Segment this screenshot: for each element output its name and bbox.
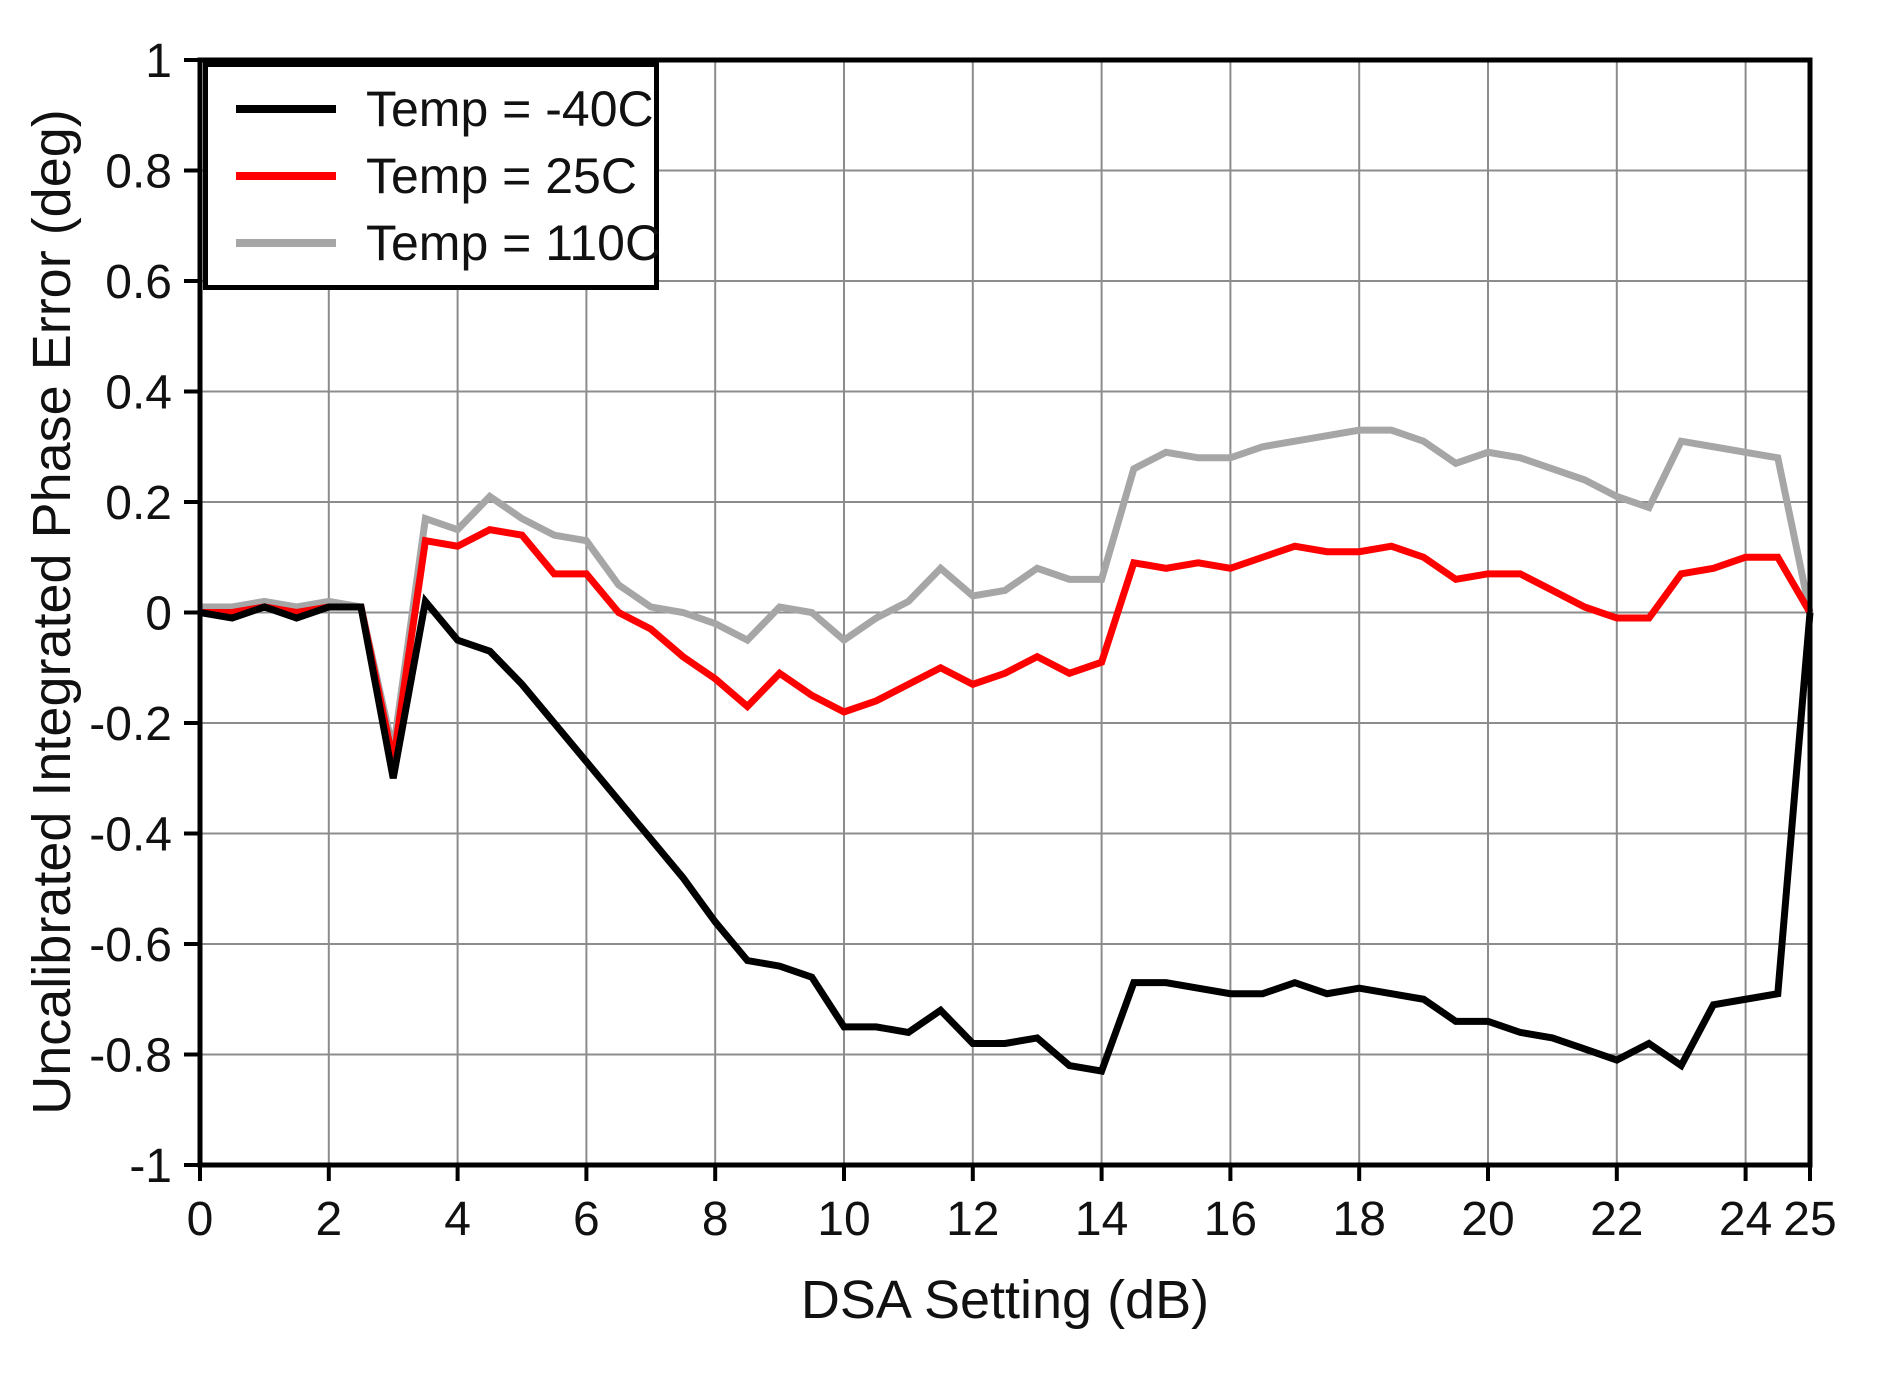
legend-item: Temp = 110C (236, 214, 661, 272)
y-tick-label: 0.2 (105, 477, 172, 530)
x-tick-label: 2 (315, 1193, 342, 1246)
x-tick-label: 18 (1333, 1193, 1386, 1246)
y-tick-label: -0.8 (89, 1030, 172, 1083)
legend-swatch (236, 239, 336, 247)
series-line-2 (200, 426, 1814, 752)
x-tick-label: 4 (444, 1193, 471, 1246)
x-axis-title: DSA Setting (dB) (800, 1270, 1210, 1330)
y-tick-label: 0.8 (105, 146, 172, 199)
legend-label: Temp = 25C (366, 148, 637, 204)
legend-item: Temp = 25C (236, 147, 637, 205)
legend-label: Temp = -40C (366, 81, 654, 137)
y-tick-label: -0.2 (89, 698, 172, 751)
y-axis-title: Uncalibrated Integrated Phase Error (deg… (22, 109, 82, 1115)
y-tick-label: 0.6 (105, 256, 172, 309)
x-tick-label: 22 (1590, 1193, 1643, 1246)
y-tick-label: 1 (145, 35, 172, 88)
x-tick-label: 0 (187, 1193, 214, 1246)
y-tick-label: 0.4 (105, 367, 172, 420)
series-line-1 (200, 525, 1814, 763)
y-tick-label: -0.6 (89, 919, 172, 972)
y-tick-label: 0 (145, 588, 172, 641)
series-line-0 (199, 593, 1814, 1076)
x-tick-label: 16 (1204, 1193, 1257, 1246)
x-tick-label: 20 (1461, 1193, 1514, 1246)
y-tick-label: -0.4 (89, 809, 172, 862)
y-tick-label: -1 (129, 1140, 172, 1193)
x-tick-label: 14 (1075, 1193, 1128, 1246)
x-tick-label: 12 (946, 1193, 999, 1246)
x-tick-label: 25 (1783, 1193, 1836, 1246)
x-tick-label: 10 (817, 1193, 870, 1246)
x-tick-label: 24 (1719, 1193, 1772, 1246)
legend-swatch (236, 172, 336, 180)
legend-swatch (236, 105, 336, 113)
legend-item: Temp = -40C (236, 80, 654, 138)
legend: Temp = -40C Temp = 25C Temp = 110C (203, 62, 661, 290)
x-tick-label: 8 (702, 1193, 729, 1246)
legend-label: Temp = 110C (366, 215, 662, 271)
x-tick-label: 6 (573, 1193, 600, 1246)
